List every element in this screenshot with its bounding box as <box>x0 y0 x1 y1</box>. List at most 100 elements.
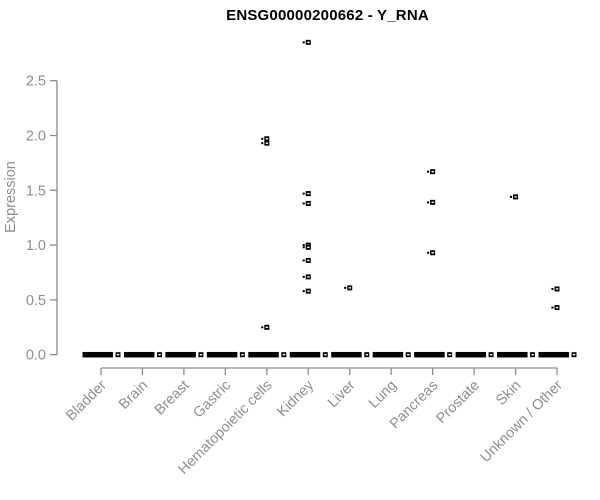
zero-cluster-bar <box>448 354 451 356</box>
zero-cluster <box>497 351 536 358</box>
zero-cluster-bar <box>199 354 203 356</box>
zero-cluster-bar <box>123 351 155 358</box>
zero-cluster-bar <box>248 351 279 358</box>
x-tick-label: Liver <box>325 377 359 411</box>
data-point-mark <box>427 251 430 254</box>
data-point-mark <box>348 287 352 289</box>
data-point <box>261 324 270 330</box>
data-point-mark <box>302 246 305 249</box>
data-point-mark <box>307 192 310 195</box>
data-point <box>302 244 311 250</box>
zero-cluster-bar <box>414 351 445 358</box>
y-tick-label: 1.5 <box>26 183 46 199</box>
data-point-mark <box>509 195 513 198</box>
data-point <box>427 199 436 205</box>
data-point-mark <box>261 142 264 145</box>
x-tick-label: Brain <box>116 378 151 413</box>
zero-cluster-bar <box>365 354 369 356</box>
data-point-mark <box>431 170 434 173</box>
data-point-mark <box>307 276 310 278</box>
zero-cluster <box>123 351 162 358</box>
data-point <box>509 194 519 200</box>
data-point <box>302 191 311 197</box>
data-point-mark <box>344 286 347 289</box>
data-point-mark <box>302 192 305 195</box>
data-point-mark <box>555 288 559 290</box>
data-point <box>551 305 560 311</box>
data-point-mark <box>431 201 434 204</box>
data-point-mark <box>261 137 264 140</box>
y-tick-label: 2.5 <box>26 74 46 90</box>
zero-cluster-bar <box>82 351 113 358</box>
data-point-mark <box>265 138 269 140</box>
zero-cluster <box>455 351 494 358</box>
data-point <box>302 39 311 45</box>
data-point <box>551 286 560 292</box>
data-point-mark <box>261 326 264 329</box>
zero-cluster-bar <box>165 351 196 358</box>
zero-cluster <box>538 351 577 358</box>
zero-cluster-bar <box>455 351 487 358</box>
zero-cluster <box>206 351 245 358</box>
y-tick-label: 2.0 <box>26 129 46 145</box>
data-point-mark <box>302 41 305 44</box>
data-point-mark <box>265 142 269 144</box>
zero-cluster-bar <box>407 354 410 356</box>
zero-cluster-bar <box>116 354 120 356</box>
data-point-mark <box>427 170 430 173</box>
data-point-mark <box>302 290 305 293</box>
data-point <box>302 288 311 294</box>
zero-cluster <box>248 351 287 358</box>
x-tick-label: Bladder <box>63 377 110 424</box>
data-point-mark <box>307 246 310 248</box>
zero-cluster-bar <box>331 351 362 358</box>
zero-cluster <box>165 351 204 358</box>
zero-cluster-bar <box>497 351 528 358</box>
data-point-mark <box>307 259 310 262</box>
data-point-mark <box>551 287 554 290</box>
x-tick-label: Lung <box>366 378 400 412</box>
data-point <box>427 250 436 256</box>
data-point <box>261 140 270 146</box>
y-tick-label: 0.0 <box>26 348 46 364</box>
data-point-mark <box>307 290 310 292</box>
x-tick-label: Breast <box>152 378 193 419</box>
data-point-mark <box>302 275 305 278</box>
data-point-mark <box>302 244 305 247</box>
data-point-mark <box>555 306 559 309</box>
x-tick-label: Skin <box>493 378 524 409</box>
data-point-mark <box>302 202 305 205</box>
data-point-mark <box>307 41 310 44</box>
zero-cluster-bar <box>241 354 244 356</box>
zero-cluster-bar <box>206 351 238 358</box>
data-point <box>427 169 436 175</box>
chart-title: ENSG00000200662 - Y_RNA <box>226 7 429 24</box>
zero-cluster-bar <box>289 351 321 358</box>
zero-cluster <box>331 351 370 358</box>
data-point-mark <box>551 306 554 309</box>
zero-cluster <box>372 351 411 358</box>
x-tick-label: Prostate <box>433 378 482 427</box>
zero-cluster-bar <box>282 354 286 356</box>
zero-cluster <box>289 351 328 358</box>
zero-cluster <box>82 351 121 358</box>
y-tick-label: 1.0 <box>26 238 46 254</box>
data-point-mark <box>514 196 517 198</box>
data-point <box>302 257 311 263</box>
zero-cluster-bar <box>372 351 404 358</box>
y-axis-label: Expression <box>3 161 19 233</box>
data-point <box>261 136 270 142</box>
data-point-mark <box>302 259 305 262</box>
x-tick-label: Kidney <box>274 377 317 420</box>
zero-cluster-bar <box>572 354 576 356</box>
data-point-mark <box>307 202 310 205</box>
y-tick-label: 0.5 <box>26 293 46 309</box>
zero-cluster-bar <box>531 354 534 356</box>
data-point-mark <box>431 252 434 254</box>
data-point <box>344 285 353 291</box>
zero-cluster <box>414 351 453 358</box>
zero-cluster-bar <box>158 354 161 356</box>
data-point <box>302 274 311 280</box>
